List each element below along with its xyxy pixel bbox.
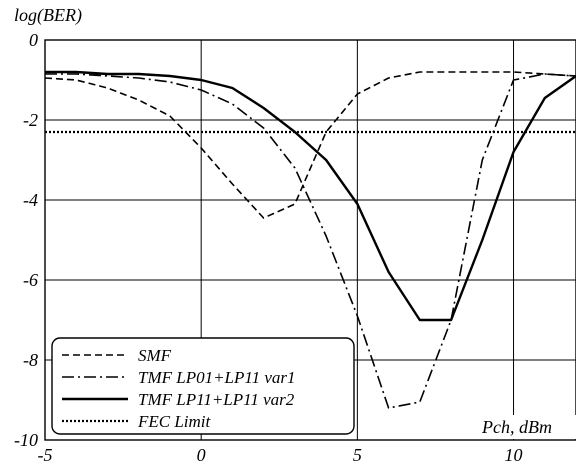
y-tick-label: -2	[23, 110, 38, 130]
series-line-2	[45, 73, 576, 409]
y-tick-label: -10	[14, 430, 38, 450]
legend: SMF TMF LP01+LP11 var1 TMF LP11+LP11 var2 F…	[51, 337, 355, 435]
x-tick-label: 5	[353, 445, 362, 465]
y-tick-label: -6	[23, 270, 38, 290]
x-tick-label: 0	[197, 445, 206, 465]
legend-label-3: TMF LP11+LP11 var2	[138, 390, 295, 409]
legend-label-4: FEC Limit	[137, 412, 212, 431]
y-tick-labels: 0 -2 -4 -6 -8 -10	[14, 30, 38, 450]
series-line-3	[45, 70, 576, 322]
x-tick-label: 10	[505, 445, 523, 465]
xlabel-mask	[468, 415, 576, 439]
plot-frame	[44, 39, 576, 441]
legend-box	[51, 337, 355, 435]
y-tick-label: -4	[23, 190, 38, 210]
y-axis-title: log(BER)	[14, 5, 82, 26]
x-tick-labels: -5 0 5 10	[38, 445, 523, 465]
x-axis-title: Pch, dBm	[481, 417, 552, 437]
y-tick-label: 0	[29, 30, 38, 50]
series-layer	[44, 70, 576, 409]
x-tick-label: -5	[38, 445, 53, 465]
legend-label-1: SMF	[138, 346, 172, 365]
series-line-1	[44, 71, 576, 219]
legend-label-2: TMF LP01+LP11 var1	[138, 368, 296, 387]
y-tick-label: -8	[23, 350, 38, 370]
